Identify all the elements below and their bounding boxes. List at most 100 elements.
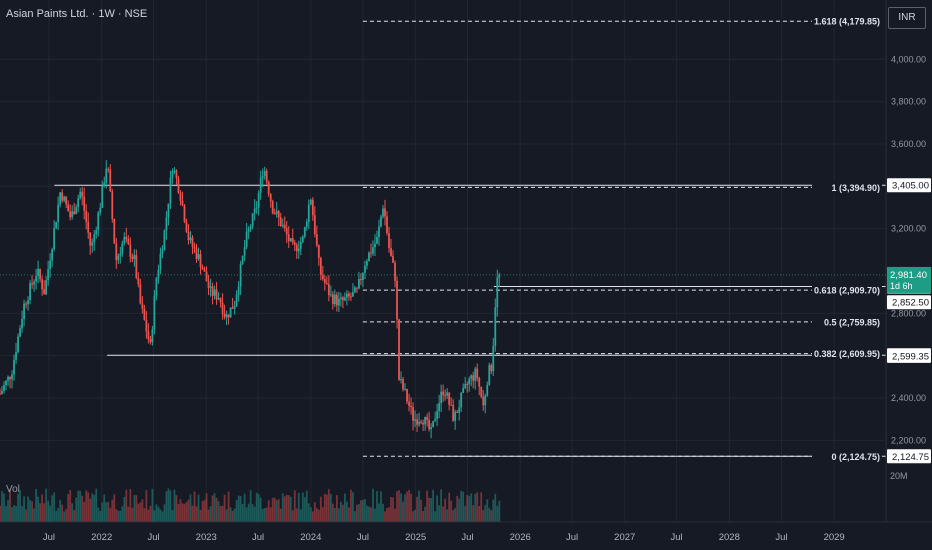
time-axis[interactable]: Jul 2022 Jul 2023 Jul 2024 Jul 2025 Jul 2026 Jul 20…	[43, 532, 845, 543]
candle-body	[65, 196, 68, 205]
volume-bar	[13, 505, 15, 522]
candle-body	[269, 194, 272, 202]
currency-button[interactable]: INR	[888, 7, 926, 29]
candle-body	[145, 319, 148, 332]
volume-bar	[382, 503, 384, 522]
candle-body	[382, 208, 384, 217]
candle-body	[53, 228, 56, 250]
volume-bar	[189, 494, 192, 522]
volume-bar	[412, 511, 414, 522]
candle-body	[352, 292, 354, 297]
candle-body	[460, 392, 463, 408]
candle-body	[253, 208, 256, 214]
x-tick-label: 2022	[91, 532, 112, 543]
volume-bar	[237, 495, 240, 522]
candle-body	[484, 395, 487, 406]
candle-body	[350, 296, 352, 298]
candle-body	[309, 199, 312, 205]
volume-bar	[285, 494, 288, 522]
volume-bar	[289, 496, 292, 522]
candle-body	[476, 368, 479, 379]
last-price-label: 2,981.40	[890, 270, 927, 281]
candle-body	[25, 303, 27, 305]
volume-bar	[480, 492, 483, 522]
volume-bar	[171, 510, 174, 522]
fib-level-label: 0.5 (2,759.85)	[824, 317, 880, 327]
volume-bar	[408, 489, 410, 522]
volume-bar	[111, 499, 114, 522]
volume-bar	[498, 500, 501, 522]
volume-bar	[19, 490, 21, 522]
candle-body	[121, 243, 124, 254]
volume-bar	[243, 493, 246, 522]
volume-bar	[209, 506, 212, 522]
candle-body	[432, 421, 435, 428]
candle-body	[61, 192, 64, 201]
candle-body	[482, 396, 485, 406]
volume-bar	[43, 503, 46, 522]
candle-body	[251, 213, 254, 227]
candle-body	[392, 255, 394, 263]
volume-bar	[233, 508, 236, 522]
candle-body	[63, 196, 66, 201]
volume-bar	[179, 499, 182, 522]
candle-body	[317, 245, 320, 258]
volume-bar	[177, 503, 180, 522]
candle-body	[31, 283, 33, 285]
candle-body	[161, 249, 164, 254]
candle-body	[267, 181, 270, 195]
volume-bar	[107, 501, 110, 522]
candle-body	[229, 307, 232, 318]
volume-bar	[93, 494, 96, 522]
volume-bar	[95, 488, 98, 522]
candle-body	[372, 247, 374, 254]
candle-body	[291, 238, 294, 243]
volume-bar	[490, 510, 493, 522]
candle-body	[420, 421, 422, 423]
symbol-title[interactable]: Asian Paints Ltd. · 1W · NSE	[6, 8, 148, 20]
candle-body	[303, 226, 306, 237]
volume-bar	[0, 505, 1, 522]
candle-body	[237, 286, 240, 295]
volume-bar	[345, 501, 348, 522]
candle-body	[57, 204, 60, 222]
candle-body	[434, 418, 437, 422]
y-tick-label: 3,800.00	[891, 97, 926, 107]
candle-body	[378, 226, 380, 238]
volume-bar	[41, 494, 44, 522]
candle-body	[97, 212, 100, 231]
candle-body	[380, 216, 382, 227]
volume-bar	[464, 505, 467, 522]
candle-body	[446, 392, 449, 396]
volume-bar	[474, 493, 477, 522]
candle-body	[225, 314, 228, 318]
candle-body	[345, 293, 348, 298]
volume-bar	[91, 493, 94, 522]
fib-level-label: 0.382 (2,609.95)	[814, 349, 880, 359]
candle-body	[478, 378, 481, 387]
candle-body	[213, 289, 216, 296]
volume-bar	[327, 489, 330, 522]
volume-bar	[69, 490, 72, 522]
candle-body	[466, 384, 469, 386]
fibonacci-retracement[interactable]: 1.618 (4,179.85) 1 (3,394.90) 0.618 (2,909…	[362, 15, 882, 463]
candle-body	[241, 255, 244, 264]
volume-bar	[388, 507, 390, 522]
volume-bar	[153, 510, 156, 522]
fib-label-bg	[812, 15, 882, 28]
volume-bar	[229, 507, 232, 522]
volume-bar	[470, 493, 473, 522]
candle-body	[217, 298, 220, 300]
volume-bar	[494, 493, 497, 522]
candle-body	[201, 267, 204, 270]
volume-bar	[476, 492, 479, 522]
volume-bar	[175, 495, 178, 522]
candle-body	[191, 237, 194, 247]
volume-bar	[157, 506, 160, 522]
candle-body	[412, 407, 414, 421]
volume-bar	[133, 495, 136, 522]
candle-body	[149, 339, 152, 343]
candle-body	[337, 298, 340, 306]
y-tick-label: 3,200.00	[891, 224, 926, 234]
